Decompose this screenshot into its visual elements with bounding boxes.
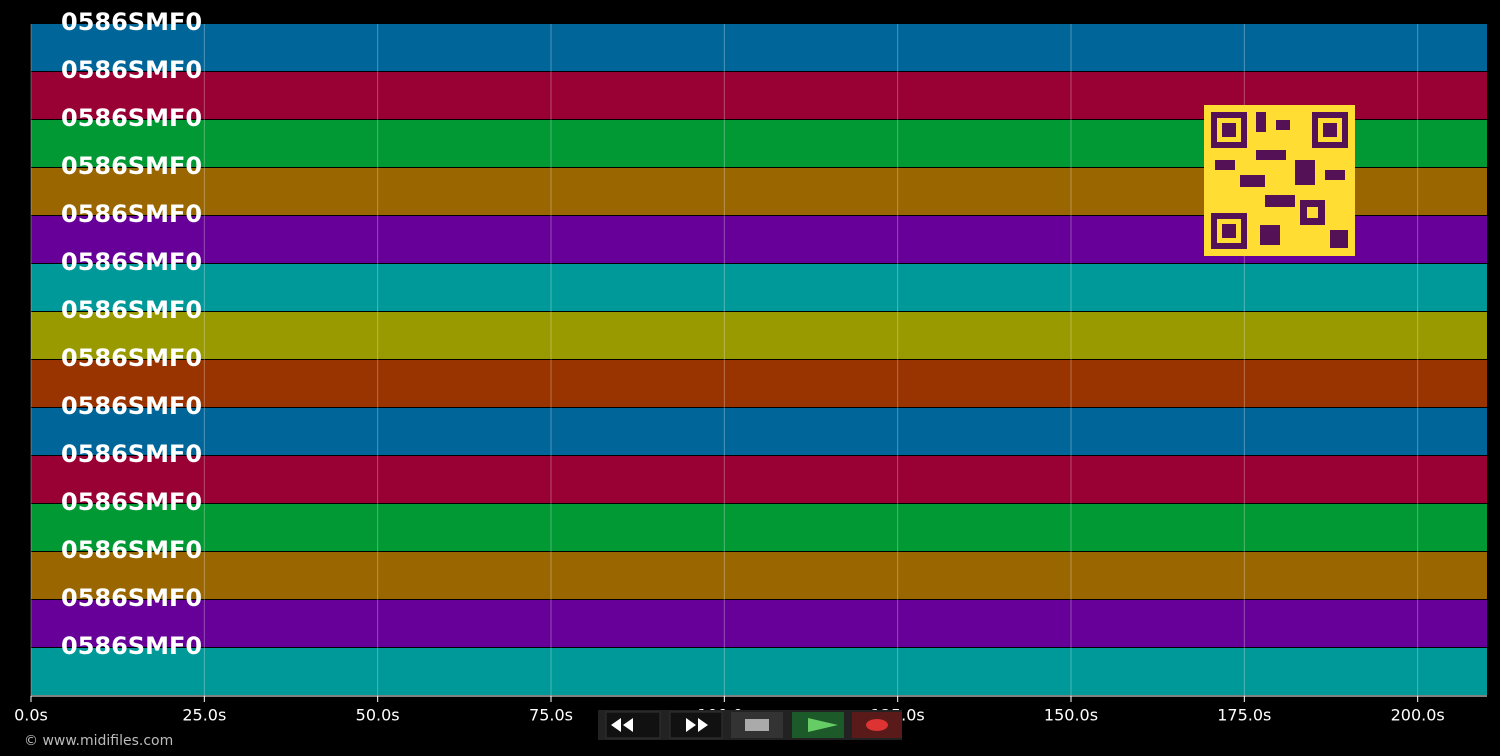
- track-lane: [31, 552, 1487, 599]
- track-label: 0586SMF0: [61, 584, 202, 612]
- track-lane: [31, 456, 1487, 503]
- track-lane: [31, 264, 1487, 311]
- x-tick-label: 0.0s: [14, 706, 48, 725]
- track-label: 0586SMF0: [61, 344, 202, 372]
- track-lane: [31, 648, 1487, 695]
- track-label: 0586SMF0: [61, 632, 202, 660]
- stop-button[interactable]: [731, 712, 783, 738]
- x-tick-label: 75.0s: [529, 706, 573, 725]
- track-lane: [31, 504, 1487, 551]
- track-label: 0586SMF0: [61, 56, 202, 84]
- track-label: 0586SMF0: [61, 104, 202, 132]
- x-tick-label: 150.0s: [1044, 706, 1098, 725]
- forward-button[interactable]: [669, 711, 723, 739]
- x-tick-label: 50.0s: [356, 706, 400, 725]
- track-label: 0586SMF0: [61, 152, 202, 180]
- qr-code: [1204, 105, 1355, 256]
- track-label: 0586SMF0: [61, 8, 202, 36]
- play-button[interactable]: [792, 712, 844, 738]
- x-tick-label: 25.0s: [182, 706, 226, 725]
- x-tick-label: 200.0s: [1391, 706, 1445, 725]
- track-lane: [31, 360, 1487, 407]
- track-label: 0586SMF0: [61, 200, 202, 228]
- track-lane: [31, 408, 1487, 455]
- track-lane: [31, 600, 1487, 647]
- track-lane: [31, 24, 1487, 71]
- x-tick-label: 175.0s: [1217, 706, 1271, 725]
- transport-controls: [598, 710, 902, 740]
- track-label: 0586SMF0: [61, 440, 202, 468]
- track-label: 0586SMF0: [61, 296, 202, 324]
- track-lane: [31, 312, 1487, 359]
- track-label: 0586SMF0: [61, 488, 202, 516]
- labels: 0586SMF0 0586SMF0 0586SMF0 0586SMF0 0586SMF0…: [14, 8, 1445, 725]
- track-label: 0586SMF0: [61, 392, 202, 420]
- track-label: 0586SMF0: [61, 248, 202, 276]
- track-label: 0586SMF0: [61, 536, 202, 564]
- rewind-button[interactable]: [605, 711, 661, 739]
- record-button[interactable]: [852, 712, 902, 738]
- copyright: © www.midifiles.com: [24, 733, 173, 749]
